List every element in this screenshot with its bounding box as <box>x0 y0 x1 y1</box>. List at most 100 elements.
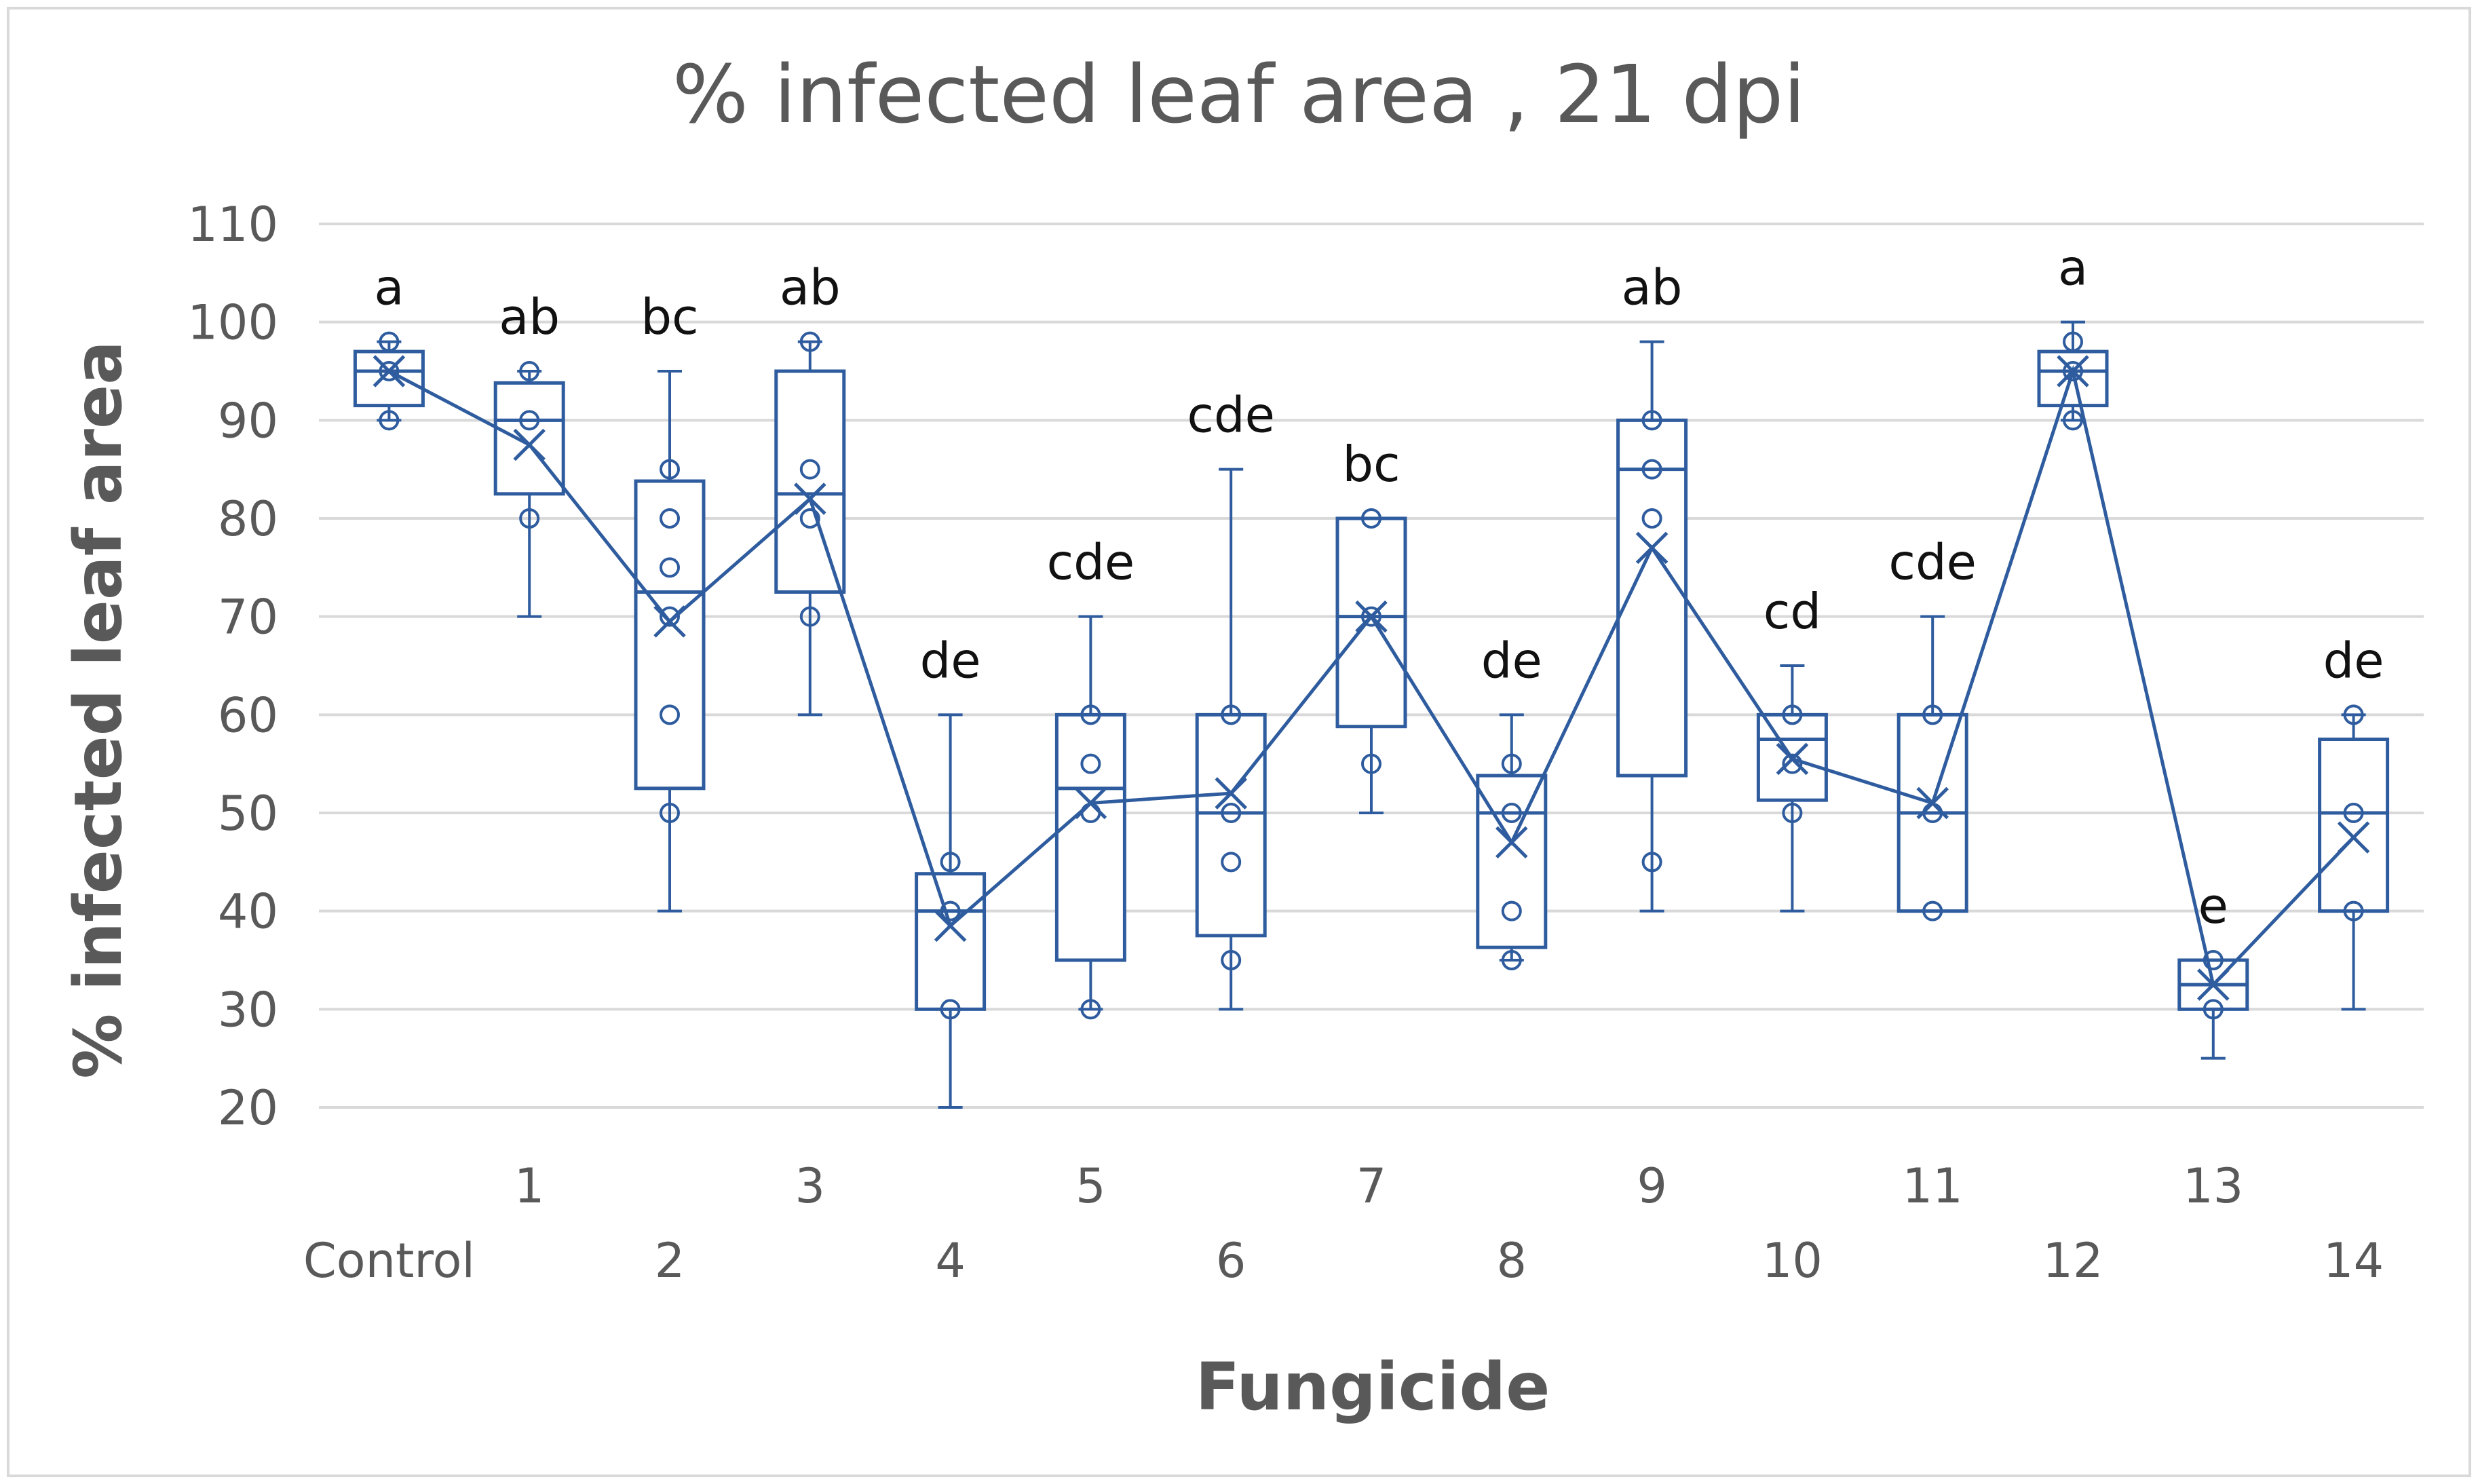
box-iqr <box>634 479 706 791</box>
data-point <box>1221 852 1242 873</box>
x-tick-label: Control <box>303 1233 475 1289</box>
data-point <box>2343 704 2364 725</box>
box-group <box>2177 950 2249 1060</box>
data-point <box>660 803 680 823</box>
y-tick-label: 50 <box>218 786 278 841</box>
box-iqr <box>2318 738 2390 913</box>
box-iqr <box>1195 712 1267 938</box>
data-point <box>519 410 540 431</box>
data-point <box>1080 999 1101 1020</box>
x-tick-label: 3 <box>795 1158 826 1214</box>
significance-letter: de <box>920 632 981 689</box>
data-point <box>2063 361 2083 381</box>
x-tick-label: 2 <box>655 1233 685 1289</box>
box-group <box>1054 615 1126 1020</box>
data-point <box>1361 753 1381 774</box>
significance-letter: e <box>2198 877 2228 934</box>
data-point <box>2343 803 2364 823</box>
data-point <box>2063 410 2083 431</box>
box-group <box>1335 508 1407 814</box>
significance-letter: de <box>2323 632 2384 689</box>
y-tick-label: 30 <box>218 982 278 1038</box>
significance-letter: ab <box>780 259 841 316</box>
data-point <box>1641 410 1662 431</box>
significance-letter: bc <box>1342 436 1400 493</box>
data-point <box>660 459 680 480</box>
data-point <box>1221 803 1242 823</box>
box-group <box>774 331 846 717</box>
data-point <box>1361 508 1381 529</box>
x-tick-label: 12 <box>2042 1233 2103 1289</box>
data-point <box>1361 606 1381 627</box>
data-point <box>1782 753 1803 774</box>
significance-letter: ab <box>499 288 560 345</box>
x-tick-label: 1 <box>514 1158 545 1214</box>
significance-letter: cde <box>1047 534 1135 591</box>
box-iqr <box>353 349 425 408</box>
y-tick-label: 20 <box>218 1080 278 1136</box>
x-tick-label: 9 <box>1637 1158 1667 1214</box>
y-tick-label: 80 <box>218 491 278 547</box>
box-group <box>353 331 425 431</box>
box-group <box>2318 704 2390 1011</box>
significance-letter: ab <box>1622 259 1683 316</box>
data-point <box>1080 753 1101 774</box>
mean-connector <box>388 364 2355 989</box>
data-point <box>1080 704 1101 725</box>
data-point <box>660 606 680 627</box>
data-point <box>940 900 961 921</box>
data-point <box>1501 753 1522 774</box>
data-point <box>799 606 820 627</box>
significance-letters: a ab bc ab de cde cde bc de ab cd cde a e de <box>374 240 2384 934</box>
y-ticks: 20 30 40 50 60 70 80 90 100 110 <box>187 197 278 1136</box>
data-point <box>660 704 680 725</box>
x-tick-label: 11 <box>1903 1158 1963 1214</box>
significance-letter: de <box>1481 632 1542 689</box>
data-point <box>1221 950 1242 970</box>
data-point <box>1501 950 1522 970</box>
box-group <box>1616 340 1688 913</box>
data-point <box>1782 803 1803 823</box>
data-point <box>2203 999 2224 1020</box>
x-tick-label: 4 <box>935 1233 966 1289</box>
data-point <box>2063 331 2083 352</box>
x-tick-label: 8 <box>1497 1233 1527 1289</box>
box-iqr <box>1335 516 1407 729</box>
data-point <box>1501 803 1522 823</box>
y-tick-label: 90 <box>218 393 278 449</box>
significance-letter: cd <box>1764 583 1821 640</box>
box-iqr <box>915 872 987 1011</box>
significance-letter: cde <box>1888 534 1977 591</box>
data-point <box>1501 900 1522 921</box>
data-point <box>1922 704 1943 725</box>
box-group <box>915 713 987 1109</box>
x-axis-label: Fungicide <box>1195 1349 1550 1425</box>
data-point <box>2343 900 2364 921</box>
box-group <box>634 370 706 913</box>
data-point <box>1922 900 1943 921</box>
y-tick-label: 40 <box>218 884 278 940</box>
y-tick-label: 60 <box>218 687 278 743</box>
data-point <box>1641 508 1662 529</box>
box-group <box>493 361 565 618</box>
data-point <box>379 331 400 352</box>
box-iqr <box>1054 712 1126 962</box>
data-point <box>799 508 820 529</box>
data-point <box>799 331 820 352</box>
x-tick-label: 5 <box>1075 1158 1106 1214</box>
data-point <box>660 508 680 529</box>
data-point <box>2203 950 2224 970</box>
box-iqr <box>774 369 846 594</box>
box-group <box>1195 468 1267 1011</box>
significance-letter: a <box>374 259 404 316</box>
significance-letter: bc <box>641 288 698 345</box>
data-point <box>379 361 400 381</box>
chart-title: % infected leaf area , 21 dpi <box>672 47 1806 141</box>
data-point <box>1641 852 1662 873</box>
data-point <box>1641 459 1662 480</box>
data-point <box>940 999 961 1020</box>
data-point <box>799 459 820 480</box>
